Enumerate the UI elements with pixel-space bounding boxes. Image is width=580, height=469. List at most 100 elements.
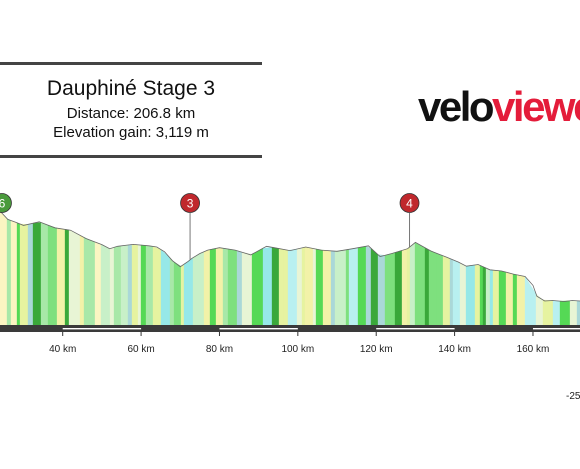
profile-segment bbox=[542, 299, 554, 326]
elevation-profile-chart: 6 3 4 40 km 60 km 80 km 100 km 120 km 140 km 160… bbox=[0, 193, 580, 402]
profile-segment bbox=[79, 235, 85, 326]
profile-segment bbox=[56, 227, 66, 326]
climb-marker bbox=[0, 193, 12, 213]
profile-segment bbox=[348, 247, 359, 326]
profile-segment bbox=[394, 250, 403, 326]
profile-segment bbox=[109, 247, 115, 326]
profile-segment bbox=[113, 245, 122, 326]
road-stripe bbox=[219, 328, 298, 330]
x-tick-label: 120 km bbox=[360, 344, 393, 355]
x-tick-label: 140 km bbox=[438, 344, 471, 355]
profile-segment bbox=[459, 262, 467, 326]
road-stripe bbox=[376, 328, 455, 330]
profile-segment bbox=[552, 300, 561, 326]
profile-segment bbox=[94, 241, 102, 326]
climb-marker-label: 4 bbox=[406, 197, 413, 211]
profile-segment bbox=[215, 248, 224, 326]
profile-segment bbox=[442, 255, 451, 326]
profile-segment bbox=[485, 267, 491, 326]
distance-axis: 40 km 60 km 80 km 100 km 120 km 140 km 160 km bbox=[49, 332, 549, 355]
profile-segment bbox=[152, 246, 162, 326]
stage-distance: Distance: 206.8 km bbox=[66, 105, 196, 122]
road-stripes bbox=[62, 328, 580, 330]
profile-segment bbox=[436, 253, 444, 326]
profile-segment bbox=[47, 224, 58, 326]
profile-segment bbox=[120, 244, 129, 326]
profile-segment bbox=[27, 223, 34, 326]
profile-segment bbox=[296, 247, 303, 326]
veloviewer-logo: veloviewer bbox=[418, 86, 580, 128]
profile-segment bbox=[131, 244, 139, 326]
profile-segment bbox=[227, 248, 238, 326]
profile-segment bbox=[160, 249, 171, 326]
profile-segment bbox=[180, 263, 185, 326]
x-tick-label: 80 km bbox=[206, 344, 233, 355]
profile-segment bbox=[137, 244, 142, 326]
profile-segment bbox=[283, 249, 289, 326]
profile-outline bbox=[0, 210, 580, 302]
road-stripe bbox=[62, 328, 142, 330]
profile-segment bbox=[489, 269, 494, 326]
profile-segment bbox=[251, 247, 264, 326]
climb-marker-label: 3 bbox=[187, 197, 194, 211]
profile-segment bbox=[145, 245, 154, 326]
profile-segment bbox=[401, 248, 408, 326]
profile-segment bbox=[222, 248, 229, 326]
x-tick-label: 160 km bbox=[517, 344, 550, 355]
profile-segment bbox=[301, 246, 306, 326]
profile-segment bbox=[10, 220, 18, 326]
x-tick-label: 40 km bbox=[49, 344, 76, 355]
x-tick-label: 100 km bbox=[281, 344, 314, 355]
profile-segment bbox=[482, 266, 487, 326]
climb-marker bbox=[399, 193, 420, 213]
climb-marker-label: 6 bbox=[0, 197, 6, 211]
profile-segment bbox=[377, 254, 386, 326]
climb-markers: 6 3 4 bbox=[0, 193, 420, 260]
logo-part-viewer: viewer bbox=[492, 83, 580, 130]
profile-segment bbox=[492, 269, 500, 326]
profile-segment bbox=[322, 250, 332, 326]
stage-title: Dauphiné Stage 3 bbox=[46, 77, 216, 100]
profile-segment bbox=[183, 257, 194, 326]
profile-segment bbox=[474, 264, 481, 326]
profile-segment bbox=[569, 300, 578, 326]
profile-segment bbox=[374, 251, 379, 326]
profile-segment bbox=[64, 229, 70, 326]
profile-segment bbox=[241, 252, 253, 326]
profile-segment bbox=[262, 247, 273, 326]
profile-segment bbox=[428, 249, 438, 326]
profile-segment bbox=[100, 244, 111, 326]
profile-segment bbox=[192, 251, 205, 326]
profile-segment bbox=[406, 246, 411, 326]
profile-segment bbox=[169, 257, 175, 326]
profile-segment bbox=[512, 273, 518, 326]
climb-marker bbox=[180, 193, 200, 213]
profile-segment bbox=[287, 248, 298, 326]
profile-segment bbox=[516, 274, 526, 326]
profile-segment bbox=[32, 222, 42, 326]
profile-segment bbox=[330, 250, 336, 326]
profile-segment bbox=[414, 242, 426, 326]
profile-segment bbox=[524, 275, 537, 326]
profile-segment bbox=[535, 293, 544, 326]
profile-segment bbox=[68, 229, 81, 326]
profile-segment bbox=[559, 300, 571, 326]
profile-segment bbox=[315, 248, 324, 326]
profile-segment bbox=[271, 247, 280, 326]
stage-elevation: Elevation gain: 3,119 m bbox=[53, 124, 209, 141]
profile-segment bbox=[479, 265, 484, 326]
profile-segment bbox=[40, 222, 49, 326]
profile-segment bbox=[16, 222, 21, 326]
profile-segment bbox=[334, 249, 347, 326]
profile-segment bbox=[465, 264, 476, 326]
profile-segment bbox=[140, 244, 147, 326]
stage-info-box: Dauphiné Stage 3 Distance: 206.8 km Elev… bbox=[0, 62, 262, 158]
profile-segment bbox=[19, 223, 29, 326]
profile-segment bbox=[0, 210, 8, 326]
profile-segment bbox=[505, 271, 514, 326]
profile-segment bbox=[203, 249, 211, 326]
logo-part-velo: velo bbox=[418, 83, 495, 130]
profile-segment bbox=[452, 259, 461, 326]
profile-segment bbox=[498, 270, 507, 326]
profile-segment bbox=[365, 246, 372, 326]
